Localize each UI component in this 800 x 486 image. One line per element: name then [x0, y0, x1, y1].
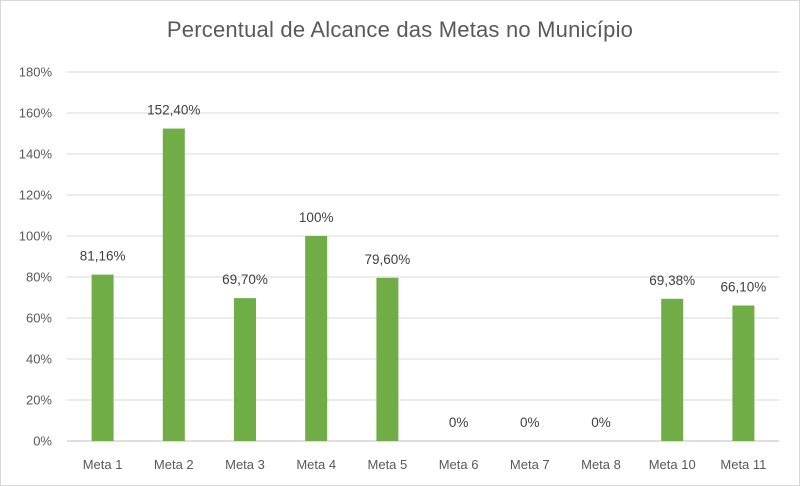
data-label: 69,70%: [222, 272, 268, 287]
y-tick-label: 160%: [19, 106, 53, 121]
x-tick-label: Meta 10: [649, 457, 696, 472]
data-label: 0%: [520, 415, 540, 430]
y-tick-label: 100%: [19, 229, 53, 244]
data-label: 0%: [591, 415, 611, 430]
bar: [305, 236, 328, 441]
x-axis-ticks: Meta 1 Meta 2 Meta 3 Meta 4 Meta 5 Meta 6 Meta…: [83, 457, 767, 472]
x-tick-label: Meta 4: [296, 457, 336, 472]
bar: [376, 277, 399, 441]
data-labels: 81,16% 152,40% 69,70% 100% 79,60% 0% 0% 0% 69,38…: [80, 103, 767, 430]
data-label: 69,38%: [649, 273, 695, 288]
x-tick-label: Meta 1: [83, 457, 123, 472]
y-tick-label: 180%: [19, 65, 53, 80]
bar: [234, 298, 256, 441]
x-tick-label: Meta 7: [510, 457, 550, 472]
y-tick-label: 0%: [33, 434, 52, 449]
gridlines: [67, 71, 779, 442]
data-label: 152,40%: [147, 103, 200, 118]
data-label: 81,16%: [80, 249, 126, 264]
x-tick-label: Meta 2: [154, 457, 194, 472]
y-axis-ticks: 0% 20% 40% 60% 80% 100% 120% 140% 160% 180%: [19, 65, 53, 449]
y-tick-label: 80%: [26, 270, 52, 285]
x-tick-label: Meta 5: [368, 457, 408, 472]
y-tick-label: 120%: [19, 188, 53, 203]
chart-title: Percentual de Alcance das Metas no Munic…: [166, 17, 634, 42]
bars: [91, 128, 755, 441]
x-tick-label: Meta 6: [439, 457, 479, 472]
y-tick-label: 60%: [26, 311, 52, 326]
x-tick-label: Meta 11: [720, 457, 766, 472]
data-label: 66,10%: [721, 279, 767, 294]
bar: [162, 128, 185, 441]
x-tick-label: Meta 3: [225, 457, 265, 472]
bar: [661, 298, 684, 441]
y-tick-label: 140%: [19, 147, 53, 162]
x-tick-label: Meta 8: [581, 457, 621, 472]
data-label: 79,60%: [365, 252, 411, 267]
y-tick-label: 40%: [26, 352, 52, 367]
bar: [732, 305, 755, 441]
y-tick-label: 20%: [26, 393, 52, 408]
data-label: 0%: [449, 415, 469, 430]
data-label: 100%: [299, 210, 334, 225]
bar: [91, 274, 114, 441]
